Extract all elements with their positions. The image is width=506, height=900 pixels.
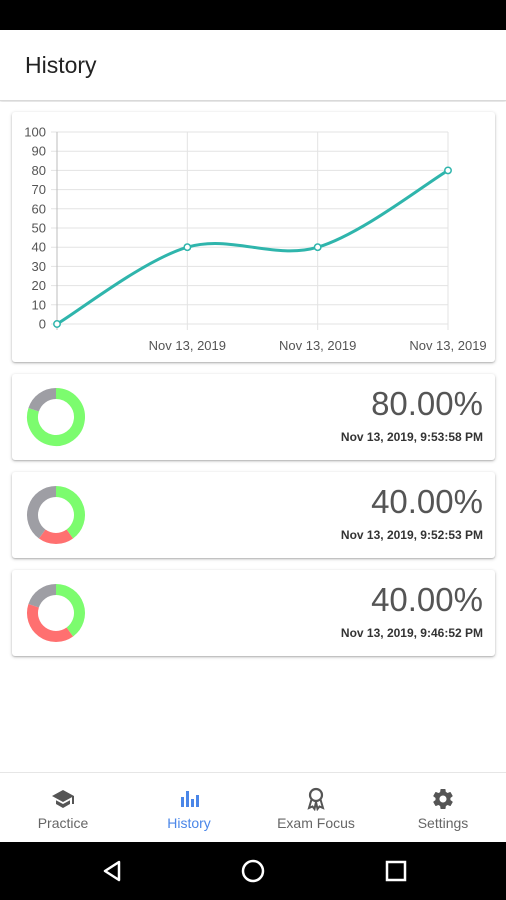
score-series-line — [56, 169, 449, 326]
y-tick-label: 30 — [32, 259, 46, 274]
result-card[interactable]: 80.00% Nov 13, 2019, 9:53:58 PM — [12, 374, 495, 460]
data-point[interactable] — [183, 243, 192, 252]
result-timestamp: Nov 13, 2019, 9:46:52 PM — [340, 626, 483, 640]
result-donut-icon — [27, 388, 85, 446]
y-tick-label: 100 — [24, 125, 46, 140]
history-content[interactable]: 0 10 20 30 40 50 60 70 80 90 100 Nov 13, 2019 Nov 13… — [0, 102, 506, 772]
nav-exam-focus-label: Exam Focus — [277, 815, 355, 831]
award-icon — [307, 787, 325, 811]
app-bar: History — [0, 30, 506, 101]
result-percent: 40.00% — [371, 581, 483, 618]
y-tick-label: 10 — [32, 297, 46, 312]
data-point[interactable] — [53, 320, 61, 328]
y-tick-label: 70 — [32, 182, 46, 197]
unanswered-segment — [28, 388, 57, 412]
bar-chart-icon — [181, 791, 199, 807]
data-point[interactable] — [313, 243, 322, 252]
incorrect-segment — [27, 604, 74, 642]
y-tick-label: 90 — [32, 144, 46, 159]
nav-history[interactable]: History — [126, 773, 252, 843]
recents-icon[interactable] — [383, 858, 409, 884]
nav-practice[interactable]: Practice — [0, 773, 126, 843]
correct-segment — [27, 388, 85, 446]
nav-history-label: History — [167, 815, 211, 831]
back-icon[interactable] — [99, 858, 125, 884]
history-line-chart: 0 10 20 30 40 50 60 70 80 90 100 Nov 13, 2019 Nov 13… — [24, 125, 486, 354]
y-tick-label: 50 — [32, 221, 46, 236]
result-donut-icon — [27, 584, 85, 642]
nav-exam-focus[interactable]: Exam Focus — [253, 773, 379, 843]
home-icon[interactable] — [240, 858, 266, 884]
y-tick-label: 80 — [32, 163, 46, 178]
result-donut-icon — [27, 486, 85, 544]
graduation-cap-icon — [52, 790, 74, 808]
result-card[interactable]: 40.00% Nov 13, 2019, 9:46:52 PM — [12, 570, 495, 656]
result-timestamp: Nov 13, 2019, 9:52:53 PM — [340, 528, 483, 542]
nav-practice-label: Practice — [37, 815, 89, 831]
x-tick-label: Nov 13, 2019 — [409, 338, 486, 353]
system-navigation-bar — [0, 842, 506, 900]
y-tick-label: 40 — [32, 240, 46, 255]
result-percent: 40.00% — [371, 483, 483, 520]
y-tick-label: 60 — [32, 201, 46, 216]
result-card[interactable]: 40.00% Nov 13, 2019, 9:52:53 PM — [12, 472, 495, 558]
nav-settings[interactable]: Settings — [380, 773, 506, 843]
incorrect-segment — [38, 529, 74, 544]
x-tick-label: Nov 13, 2019 — [279, 338, 356, 353]
result-timestamp: Nov 13, 2019, 9:53:58 PM — [340, 430, 483, 444]
unanswered-segment — [28, 584, 57, 608]
gear-icon — [433, 789, 453, 810]
data-point[interactable] — [444, 166, 452, 175]
nav-settings-label: Settings — [417, 815, 469, 831]
y-tick-label: 20 — [32, 278, 46, 293]
x-tick-label: Nov 13, 2019 — [149, 338, 226, 353]
chart-grid — [51, 131, 449, 330]
correct-segment — [55, 584, 85, 637]
unanswered-segment — [27, 486, 57, 539]
bottom-navigation: Practice History Exam Focus Settings — [0, 772, 506, 842]
status-bar — [0, 0, 506, 30]
result-percent: 80.00% — [371, 385, 483, 422]
y-tick-label: 0 — [39, 317, 46, 332]
correct-segment — [55, 486, 85, 539]
page-title: History — [25, 52, 97, 78]
history-chart-card: 0 10 20 30 40 50 60 70 80 90 100 Nov 13, 2019 Nov 13… — [12, 112, 495, 362]
